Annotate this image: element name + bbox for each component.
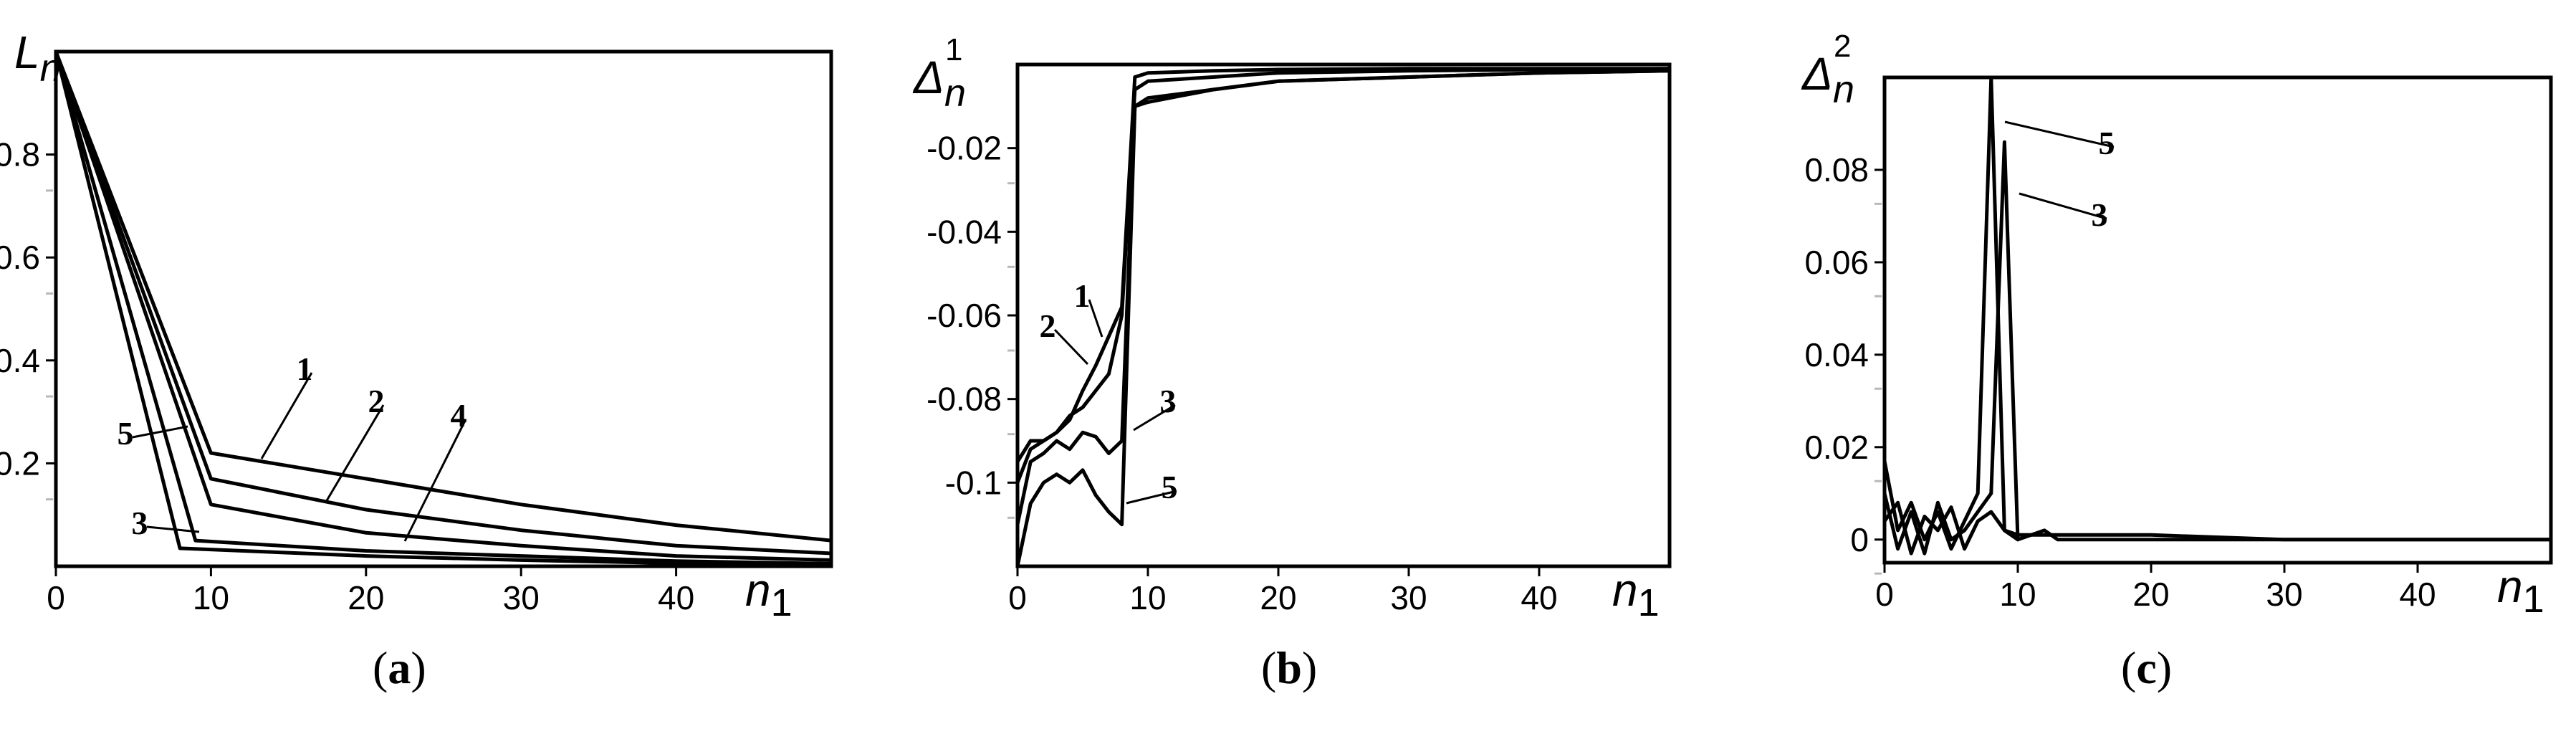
y-tick-label: -0.02 [927,130,1002,167]
leader-line [325,404,385,502]
y-tick-label: 0.06 [1804,244,1869,281]
x-tick-label: 0 [1008,579,1027,616]
x-tick-label: 0 [1875,576,1894,613]
curve-label-5: 5 [1162,469,1178,505]
series-line-unlabeled-2 [1885,500,2020,556]
y-tick-label: 0.04 [1804,336,1869,373]
curve-label-3: 3 [2092,196,2108,233]
y-tick-label: -0.06 [927,297,1002,334]
x-tick-label: 40 [1521,579,1557,616]
series-line-2 [1018,67,1670,485]
series-line-3 [1018,69,1670,527]
x-tick-label: 20 [1260,579,1296,616]
chart-panel-a: 0.2 0.4 0.6 0.8 0 10 20 30 40 Ln n1 1 2 4 5 3 [0,27,833,624]
x-tick-label: 20 [2132,576,2169,613]
x-tick-label: 40 [658,579,694,616]
curve-label-3: 3 [1160,383,1177,419]
leader-line [132,425,188,439]
curve-label-5: 5 [2099,125,2115,161]
leader-line [2019,192,2107,220]
x-tick-label: 30 [1390,579,1427,616]
x-tick-label: 10 [193,579,229,616]
y-tick-label: 0 [1850,521,1869,558]
x-tick-label: 20 [348,579,384,616]
y-tick-label: 0.8 [0,136,40,173]
leader-line [2004,120,2115,148]
plot-frame [1882,75,2553,565]
x-axis-title: n1 [745,564,793,624]
series-line-2 [56,52,831,556]
caption-b: (b) [1261,642,1318,693]
series-line-5 [1885,77,2551,551]
x-tick-label: 0 [47,579,65,616]
y-tick-label: 0.2 [0,444,40,482]
x-tick-label: 30 [503,579,540,616]
curve-label-1: 1 [1074,277,1091,314]
curve-label-3: 3 [132,505,148,541]
y-axis-title: Ln [14,27,62,90]
series-line-5 [56,52,831,566]
x-tick-label: 10 [1129,579,1166,616]
series-line-1 [56,52,831,543]
leader-line [146,525,200,533]
y-tick-label: 0.02 [1804,429,1869,466]
y-axis-title-superscript: 1 [945,32,962,67]
series-line-1 [1018,67,1670,464]
plot-frame [1015,62,1672,568]
y-tick-label: -0.04 [927,213,1002,250]
leader-line [1053,328,1089,366]
caption-a: (a) [373,642,426,693]
chart-panel-b: -0.02-0.04-0.06-0.08-0.10 10 20 30 40Δn1n112… [912,32,1672,624]
x-tick-label: 10 [1999,576,2036,613]
leader-line [1133,404,1176,432]
y-tick-label: -0.1 [945,464,1002,501]
leader-line [260,372,313,459]
x-tick-label: 30 [2266,576,2302,613]
y-tick-label: 0.6 [0,239,40,276]
y-tick-label: 0.4 [0,342,40,379]
curve-label-2: 2 [368,383,385,419]
leader-line [1126,490,1177,505]
series-line-3 [56,52,831,566]
leader-line [403,419,467,542]
x-axis-title: n1 [2497,561,2544,621]
x-axis-title: n1 [1612,564,1660,624]
series-line-4 [56,52,831,562]
curve-label-4: 4 [451,397,467,434]
y-tick-label: -0.08 [927,381,1002,418]
plot-frame [54,49,833,568]
curve-label-5: 5 [118,415,134,452]
curve-label-2: 2 [1040,308,1056,344]
leader-line [1088,299,1103,338]
curve-label-1: 1 [297,351,313,387]
caption-c: (c) [2121,642,2173,693]
series-line-3 [1885,140,2551,556]
y-tick-label: 0.08 [1804,151,1869,189]
y-axis-title-superscript: 2 [1834,29,1851,64]
series-line-5 [1018,69,1670,566]
x-tick-label: 40 [2399,576,2436,613]
